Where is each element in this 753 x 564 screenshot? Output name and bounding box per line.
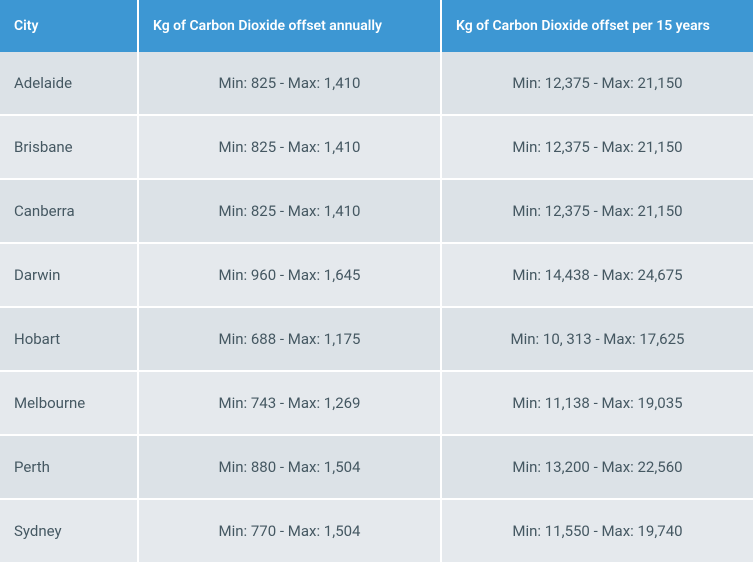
per15-cell: Min: 10, 313 - Max: 17,625 [441, 307, 753, 371]
table-row: Brisbane Min: 825 - Max: 1,410 Min: 12,3… [0, 115, 753, 179]
annual-cell: Min: 688 - Max: 1,175 [138, 307, 441, 371]
city-cell: Sydney [0, 499, 138, 563]
city-cell: Hobart [0, 307, 138, 371]
city-cell: Adelaide [0, 52, 138, 115]
annual-cell: Min: 960 - Max: 1,645 [138, 243, 441, 307]
table-row: Perth Min: 880 - Max: 1,504 Min: 13,200 … [0, 435, 753, 499]
per15-cell: Min: 11,550 - Max: 19,740 [441, 499, 753, 563]
per15-cell: Min: 11,138 - Max: 19,035 [441, 371, 753, 435]
annual-cell: Min: 770 - Max: 1,504 [138, 499, 441, 563]
annual-cell: Min: 825 - Max: 1,410 [138, 179, 441, 243]
annual-cell: Min: 825 - Max: 1,410 [138, 52, 441, 115]
per15-cell: Min: 12,375 - Max: 21,150 [441, 115, 753, 179]
per15-cell: Min: 13,200 - Max: 22,560 [441, 435, 753, 499]
city-cell: Melbourne [0, 371, 138, 435]
column-header-annual: Kg of Carbon Dioxide offset annually [138, 0, 441, 52]
annual-cell: Min: 743 - Max: 1,269 [138, 371, 441, 435]
table-header-row: City Kg of Carbon Dioxide offset annuall… [0, 0, 753, 52]
table-row: Melbourne Min: 743 - Max: 1,269 Min: 11,… [0, 371, 753, 435]
carbon-offset-table: City Kg of Carbon Dioxide offset annuall… [0, 0, 753, 564]
table-row: Sydney Min: 770 - Max: 1,504 Min: 11,550… [0, 499, 753, 563]
per15-cell: Min: 14,438 - Max: 24,675 [441, 243, 753, 307]
table-row: Canberra Min: 825 - Max: 1,410 Min: 12,3… [0, 179, 753, 243]
table-row: Adelaide Min: 825 - Max: 1,410 Min: 12,3… [0, 52, 753, 115]
per15-cell: Min: 12,375 - Max: 21,150 [441, 179, 753, 243]
annual-cell: Min: 880 - Max: 1,504 [138, 435, 441, 499]
city-cell: Darwin [0, 243, 138, 307]
column-header-15yr: Kg of Carbon Dioxide offset per 15 years [441, 0, 753, 52]
per15-cell: Min: 12,375 - Max: 21,150 [441, 52, 753, 115]
city-cell: Perth [0, 435, 138, 499]
table-row: Hobart Min: 688 - Max: 1,175 Min: 10, 31… [0, 307, 753, 371]
column-header-city: City [0, 0, 138, 52]
table-row: Darwin Min: 960 - Max: 1,645 Min: 14,438… [0, 243, 753, 307]
city-cell: Canberra [0, 179, 138, 243]
annual-cell: Min: 825 - Max: 1,410 [138, 115, 441, 179]
city-cell: Brisbane [0, 115, 138, 179]
